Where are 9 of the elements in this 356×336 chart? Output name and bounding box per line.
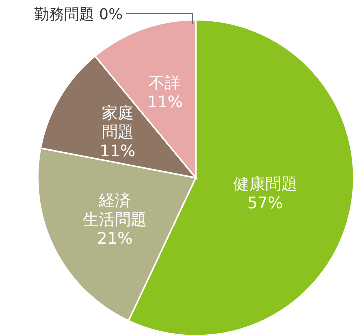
- slice-label: 健康問題: [233, 174, 298, 194]
- data-label: 11%: [147, 92, 184, 112]
- data-label: 57%: [248, 194, 284, 213]
- slice-label: 家庭問題: [102, 103, 134, 142]
- slice-label: 経済生活問題: [83, 190, 148, 229]
- data-label: 11%: [100, 141, 136, 160]
- slice-label: 不詳: [149, 74, 182, 93]
- legend-label: 勤務問題 0%: [34, 5, 123, 24]
- data-label: 21%: [97, 228, 133, 248]
